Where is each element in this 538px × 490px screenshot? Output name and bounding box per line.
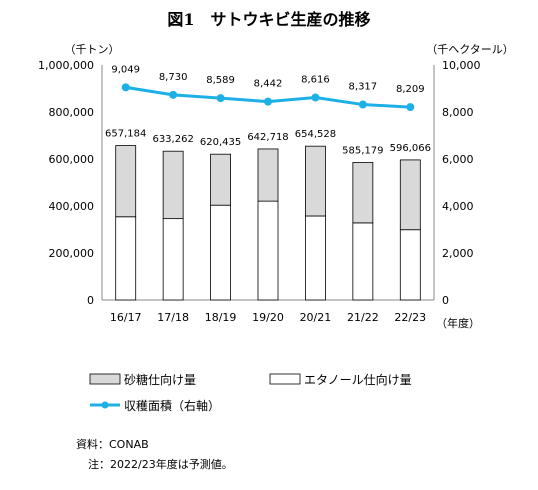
x-axis-unit: （年度）: [436, 316, 480, 330]
y-left-tick-label: 0: [87, 294, 94, 307]
bar-ethanol: [399, 229, 421, 301]
bar-total-label: 642,718: [247, 132, 288, 143]
y-left-tick-label: 200,000: [49, 247, 95, 260]
source-note: 資料：CONAB: [76, 438, 149, 451]
area-point: [358, 100, 367, 109]
bar-ethanol: [115, 216, 137, 301]
bar-sugar: [162, 150, 184, 220]
footnote: 注：2022/23年度は予測値。: [88, 458, 233, 471]
area-point-label: 8,317: [349, 82, 378, 93]
x-tick-label: 22/23: [394, 311, 426, 324]
y-right-tick-label: 10,000: [442, 59, 481, 72]
bar-total-label: 585,179: [342, 145, 383, 156]
bar-total-label: 633,262: [152, 134, 193, 145]
area-point-label: 9,049: [111, 64, 140, 75]
y-left-tick-label: 400,000: [49, 200, 95, 213]
legend-label-ethanol: エタノール仕向け量: [304, 372, 412, 387]
area-point-label: 8,442: [254, 79, 283, 90]
legend-label-sugar: 砂糖仕向け量: [124, 372, 196, 387]
legend-swatch-area-marker: [101, 401, 109, 409]
x-tick-label: 20/21: [300, 311, 332, 324]
area-point: [406, 103, 415, 112]
x-tick-label: 18/19: [205, 311, 237, 324]
legend-swatch-sugar: [89, 373, 121, 385]
x-tick-label: 19/20: [252, 311, 284, 324]
legend: 砂糖仕向け量 エタノール仕向け量 収穫面積（右軸）: [89, 372, 412, 413]
bar-sugar: [257, 148, 279, 202]
area-point: [216, 94, 225, 103]
area-point-label: 8,589: [206, 75, 235, 86]
bar-total-label: 654,528: [295, 129, 336, 140]
y-right-tick-label: 2,000: [442, 247, 474, 260]
bar-sugar: [305, 145, 326, 217]
y-right-tick-label: 0: [442, 294, 449, 307]
y-left-tick-label: 1,000,000: [38, 59, 94, 72]
bar-total-label: 657,184: [105, 129, 146, 140]
bar-total-label: 620,435: [200, 137, 241, 148]
bar-ethanol: [257, 200, 279, 301]
bar-ethanol: [352, 222, 374, 301]
bar-sugar: [210, 153, 231, 206]
y-right-tick-label: 6,000: [442, 153, 474, 166]
area-point-label: 8,730: [159, 72, 188, 83]
x-tick-label: 16/17: [110, 311, 142, 324]
area-point: [311, 93, 320, 102]
chart: 図1 サトウキビ生産の推移 （千トン） （千ヘクタール） （年度） 1,000,…: [38, 10, 514, 413]
y-left-tick-label: 600,000: [49, 153, 95, 166]
bar-total-label: 596,066: [390, 143, 431, 154]
chart-title: 図1 サトウキビ生産の推移: [167, 10, 370, 29]
bar-sugar: [399, 159, 421, 231]
bar-sugar: [352, 162, 374, 224]
area-point-label: 8,616: [301, 75, 330, 86]
bar-ethanol: [210, 204, 231, 301]
bar-sugar: [115, 145, 137, 218]
right-axis-unit: （千ヘクタール）: [426, 43, 514, 56]
legend-swatch-ethanol: [269, 373, 301, 385]
area-point: [169, 90, 178, 99]
y-left-tick-label: 800,000: [49, 106, 95, 119]
area-point-label: 8,209: [396, 84, 425, 95]
bar-ethanol: [162, 218, 184, 301]
y-right-tick-label: 4,000: [442, 200, 474, 213]
legend-label-area: 収穫面積（右軸）: [124, 398, 220, 413]
left-axis-unit: （千トン）: [65, 43, 120, 56]
bar-ethanol: [305, 215, 326, 301]
x-tick-label: 21/22: [347, 311, 379, 324]
y-right-tick-label: 8,000: [442, 106, 474, 119]
area-point: [121, 83, 130, 92]
area-point: [264, 97, 272, 106]
x-tick-label: 17/18: [157, 311, 189, 324]
